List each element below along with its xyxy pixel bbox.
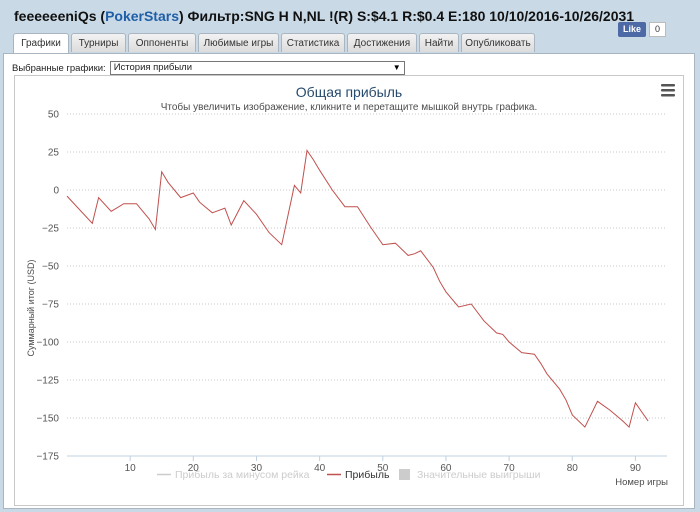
- x-tick-label: 90: [630, 463, 642, 474]
- y-tick-label: −175: [36, 452, 59, 463]
- chart-title: Общая прибыль: [296, 84, 402, 100]
- like-button[interactable]: Like: [618, 22, 647, 37]
- y-tick-label: 0: [53, 186, 59, 197]
- x-tick-label: 50: [377, 463, 389, 474]
- tab-graphs[interactable]: Графики: [13, 33, 69, 53]
- x-tick-label: 30: [251, 463, 263, 474]
- legend-item[interactable]: Прибыль за минусом рейка: [157, 469, 310, 481]
- y-tick-label: −75: [42, 300, 59, 311]
- title-prefix: feeeeeeniQs (: [14, 8, 106, 24]
- y-tick-label: −150: [36, 414, 59, 425]
- tab-publish[interactable]: Опубликовать: [461, 33, 535, 52]
- tab-statistics[interactable]: Статистика: [281, 33, 345, 52]
- graph-select-dropdown[interactable]: История прибыли ▼: [109, 61, 405, 75]
- x-tick-label: 10: [125, 463, 137, 474]
- tab-content: Выбранные графики: История прибыли ▼ Общ…: [3, 53, 695, 509]
- graph-select-row: Выбранные графики: История прибыли ▼: [12, 61, 405, 75]
- y-tick-label: 25: [48, 148, 60, 159]
- y-tick-label: −125: [36, 376, 59, 387]
- like-count: 0: [649, 22, 667, 37]
- x-tick-label: 70: [504, 463, 516, 474]
- graph-select-label: Выбранные графики:: [12, 62, 106, 74]
- hamburger-menu-icon: [661, 84, 675, 97]
- x-tick-label: 20: [188, 463, 200, 474]
- x-axis-title: Номер игры: [615, 477, 668, 488]
- series-line-profit[interactable]: [66, 149, 649, 429]
- legend-item[interactable]: Значительные выигрыши: [399, 469, 541, 481]
- chart-panel[interactable]: Общая прибыль Чтобы увеличить изображени…: [14, 75, 684, 506]
- graph-select-value: История прибыли: [113, 62, 193, 73]
- y-tick-label: −50: [42, 262, 59, 273]
- legend-item[interactable]: Прибыль: [327, 469, 390, 481]
- profit-chart[interactable]: Общая прибыль Чтобы увеличить изображени…: [15, 76, 683, 505]
- tab-tournaments[interactable]: Турниры: [71, 33, 126, 52]
- title-suffix: ) Фильтр:SNG H N,NL !(R) S:$4.1 R:$0.4 E…: [179, 8, 635, 24]
- facebook-like-widget: Like 0: [618, 22, 667, 37]
- window-title: feeeeeeniQs (PokerStars) Фильтр:SNG H N,…: [14, 8, 634, 24]
- x-tick-label: 40: [314, 463, 326, 474]
- tab-favorite-games[interactable]: Любимые игры: [198, 33, 279, 52]
- y-tick-label: 50: [48, 110, 60, 121]
- legend-label: Значительные выигрыши: [417, 469, 541, 481]
- x-tick-label: 60: [440, 463, 452, 474]
- tab-achievements[interactable]: Достижения: [347, 33, 417, 52]
- tab-bar: Графики Турниры Оппоненты Любимые игры С…: [13, 33, 535, 53]
- tab-opponents[interactable]: Оппоненты: [128, 33, 196, 52]
- y-tick-label: −25: [42, 224, 59, 235]
- legend-symbol: [399, 469, 410, 480]
- dropdown-arrow-icon: ▼: [392, 63, 401, 72]
- y-tick-label: −100: [36, 338, 59, 349]
- x-tick-label: 80: [567, 463, 579, 474]
- legend-label: Прибыль: [345, 469, 390, 481]
- chart-subtitle: Чтобы увеличить изображение, кликните и …: [161, 101, 538, 113]
- y-axis-title: Суммарный итог (USD): [26, 259, 36, 356]
- chart-menu-button[interactable]: [659, 81, 677, 97]
- tab-search[interactable]: Найти: [419, 33, 459, 52]
- site-name[interactable]: PokerStars: [105, 8, 179, 24]
- legend-label: Прибыль за минусом рейка: [175, 469, 310, 481]
